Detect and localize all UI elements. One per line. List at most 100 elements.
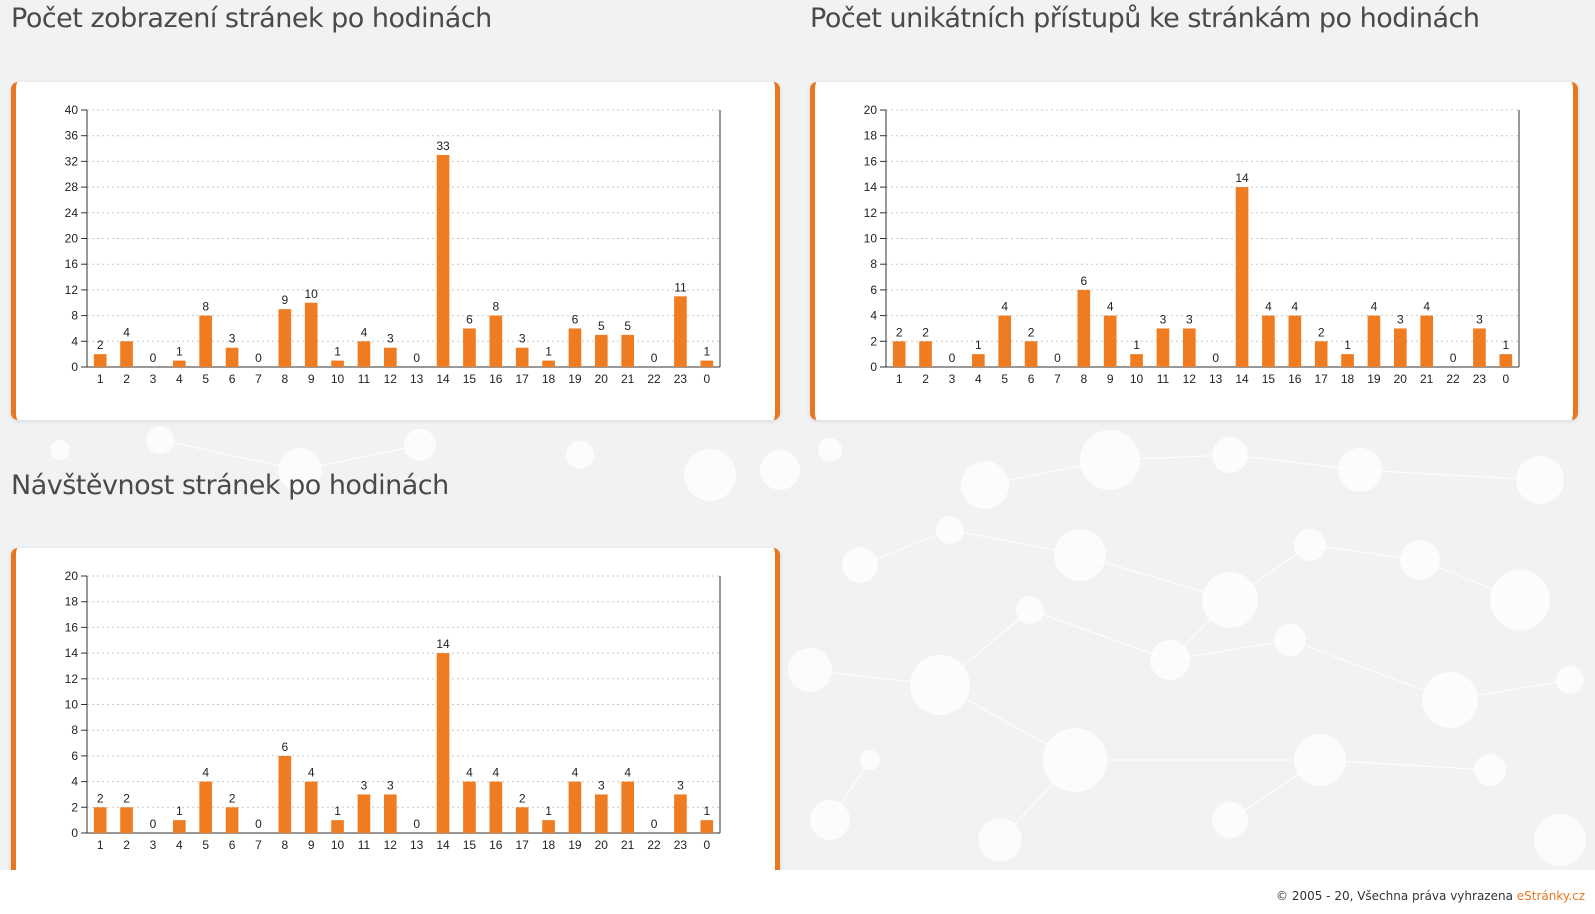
bar bbox=[436, 154, 450, 367]
data-label: 0 bbox=[150, 817, 157, 831]
x-tick-label: 6 bbox=[1028, 372, 1035, 386]
y-tick-label: 20 bbox=[864, 103, 878, 117]
bar bbox=[515, 807, 529, 833]
data-label: 1 bbox=[1344, 338, 1351, 352]
bar bbox=[463, 781, 476, 833]
data-label: 0 bbox=[255, 351, 262, 365]
y-tick-label: 8 bbox=[71, 723, 78, 737]
y-tick-label: 8 bbox=[71, 309, 78, 323]
y-tick-label: 0 bbox=[71, 360, 78, 374]
x-tick-label: 14 bbox=[436, 372, 450, 386]
bar bbox=[489, 315, 503, 367]
data-label: 0 bbox=[255, 817, 262, 831]
data-label: 0 bbox=[651, 351, 658, 365]
bar bbox=[542, 360, 555, 367]
data-label: 5 bbox=[598, 319, 605, 333]
bar bbox=[621, 334, 635, 367]
bar bbox=[120, 807, 133, 833]
bar bbox=[892, 341, 906, 367]
y-tick-label: 28 bbox=[65, 180, 79, 194]
estranky-link[interactable]: eStránky.cz bbox=[1516, 889, 1585, 903]
bar bbox=[436, 653, 450, 833]
x-tick-label: 3 bbox=[949, 372, 956, 386]
x-tick-label: 16 bbox=[489, 372, 503, 386]
bar bbox=[331, 820, 344, 833]
bar bbox=[1473, 328, 1486, 367]
x-tick-label: 0 bbox=[703, 838, 710, 852]
data-label: 1 bbox=[975, 338, 982, 352]
bar bbox=[225, 347, 239, 367]
data-label: 4 bbox=[1107, 300, 1114, 314]
unique-visits-chart-card: 0 2 4 6 8 10 12 14 16 18 20 2 1 2 2 0 3 1 4 4 5 2 6 0 7 6 8 4 9 1 10 3 1… bbox=[810, 82, 1578, 420]
bar bbox=[1182, 328, 1196, 367]
bar bbox=[1156, 328, 1170, 367]
x-tick-label: 17 bbox=[516, 838, 530, 852]
bar bbox=[120, 341, 133, 367]
x-tick-label: 10 bbox=[331, 372, 345, 386]
bar bbox=[1393, 328, 1407, 367]
data-label: 2 bbox=[229, 791, 236, 805]
x-tick-label: 22 bbox=[647, 838, 661, 852]
x-tick-label: 7 bbox=[1054, 372, 1061, 386]
data-label: 4 bbox=[1371, 300, 1378, 314]
data-label: 33 bbox=[436, 139, 450, 153]
data-label: 2 bbox=[1318, 325, 1325, 339]
data-label: 4 bbox=[466, 766, 473, 780]
x-tick-label: 8 bbox=[281, 838, 288, 852]
bar bbox=[1077, 289, 1091, 367]
x-tick-label: 16 bbox=[489, 838, 503, 852]
y-tick-label: 2 bbox=[870, 334, 877, 348]
data-label: 0 bbox=[413, 817, 420, 831]
x-tick-label: 9 bbox=[308, 838, 315, 852]
data-label: 2 bbox=[97, 338, 104, 352]
x-tick-label: 23 bbox=[1473, 372, 1487, 386]
x-tick-label: 11 bbox=[1157, 372, 1170, 386]
bar bbox=[919, 341, 932, 367]
bar bbox=[93, 807, 107, 833]
data-label: 2 bbox=[1028, 325, 1035, 339]
x-tick-label: 9 bbox=[308, 372, 315, 386]
y-tick-label: 20 bbox=[65, 569, 79, 583]
x-tick-label: 21 bbox=[1420, 372, 1434, 386]
y-tick-label: 40 bbox=[65, 103, 79, 117]
data-label: 4 bbox=[308, 766, 315, 780]
bar bbox=[383, 794, 397, 833]
page-views-chart-card: 0 4 8 12 16 20 24 28 32 36 40 2 1 4 2 0 3 1 4 8 5 3 6 0 7 9 8 10 9 1 1… bbox=[11, 82, 780, 420]
x-tick-label: 20 bbox=[595, 838, 609, 852]
data-label: 3 bbox=[1186, 312, 1193, 326]
data-label: 6 bbox=[1080, 274, 1087, 288]
bar bbox=[1130, 354, 1143, 367]
data-label: 9 bbox=[281, 293, 288, 307]
y-tick-label: 16 bbox=[65, 257, 79, 271]
y-tick-label: 10 bbox=[65, 698, 79, 712]
data-label: 0 bbox=[150, 351, 157, 365]
bar bbox=[568, 328, 582, 367]
data-label: 3 bbox=[229, 332, 236, 346]
data-label: 4 bbox=[361, 325, 368, 339]
data-label: 1 bbox=[703, 804, 710, 818]
x-tick-label: 9 bbox=[1107, 372, 1114, 386]
data-label: 6 bbox=[572, 312, 579, 326]
bar bbox=[1288, 315, 1302, 367]
x-tick-label: 1 bbox=[896, 372, 903, 386]
x-tick-label: 20 bbox=[595, 372, 609, 386]
x-tick-label: 10 bbox=[1130, 372, 1144, 386]
x-tick-label: 2 bbox=[123, 372, 130, 386]
x-tick-label: 23 bbox=[674, 372, 688, 386]
data-label: 8 bbox=[202, 300, 209, 314]
bar bbox=[172, 820, 186, 833]
copyright-text: © 2005 - 20, Všechna práva vyhrazena eSt… bbox=[1276, 889, 1585, 903]
x-tick-label: 3 bbox=[150, 372, 157, 386]
x-tick-label: 6 bbox=[229, 372, 236, 386]
bar bbox=[199, 315, 213, 367]
bar bbox=[674, 794, 687, 833]
x-tick-label: 0 bbox=[703, 372, 710, 386]
x-tick-label: 14 bbox=[436, 838, 450, 852]
x-tick-label: 16 bbox=[1288, 372, 1302, 386]
bar bbox=[998, 315, 1012, 367]
data-label: 3 bbox=[361, 778, 368, 792]
bar bbox=[331, 360, 344, 367]
x-tick-label: 4 bbox=[975, 372, 982, 386]
data-label: 3 bbox=[387, 332, 394, 346]
x-tick-label: 3 bbox=[150, 838, 157, 852]
